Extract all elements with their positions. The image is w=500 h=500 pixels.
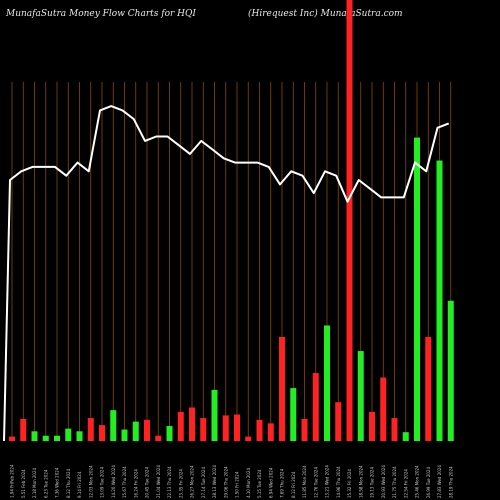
- money-flow-bar: [166, 426, 173, 441]
- x-tick-label: 12.76 Tue 2024: [313, 467, 318, 498]
- money-flow-bar: [414, 137, 420, 442]
- x-tick-label: 19.13 Tue 2024: [370, 467, 375, 498]
- x-tick-label: 26.99 Tue 2024: [426, 467, 431, 498]
- x-tick-label: 15.32 Fri 2024: [347, 469, 352, 498]
- money-flow-bar: [436, 160, 443, 442]
- x-tick-label: 21.75 Thu 2024: [392, 466, 397, 498]
- money-flow-bar: [99, 425, 105, 441]
- x-tick-label: 26.27 Mon 2024: [190, 465, 195, 498]
- money-flow-bar: [279, 336, 285, 441]
- money-flow-bar: [76, 431, 83, 441]
- x-tick-label: 14.20 Wed 2024: [111, 465, 116, 498]
- x-tick-label: 8.12 Fri 2024: [291, 471, 296, 498]
- x-tick-label: 12.03 Mon 2024: [88, 465, 93, 498]
- x-tick-label: 21.04 Wed 2024: [156, 465, 161, 498]
- money-flow-bar: [200, 418, 207, 441]
- money-flow-bar: [121, 429, 128, 441]
- x-tick-label: 8.12 Thu 2024: [66, 468, 71, 498]
- x-tick-label: 27.14 Tue 2024: [201, 467, 206, 498]
- money-flow-bar: [301, 418, 308, 441]
- x-tick-label: 5.51 Feb 2024: [21, 469, 26, 498]
- money-flow-bar: [346, 0, 353, 441]
- x-tick-label: 28.13 Wed 2024: [212, 465, 217, 498]
- x-tick-label: 15.67 Thu 2024: [122, 466, 127, 498]
- money-flow-bar: [290, 388, 297, 441]
- x-tick-label: 9.14 Fri 2024: [77, 471, 82, 498]
- money-flow-bar: [144, 419, 150, 441]
- money-flow-line-group: [3, 105, 450, 442]
- money-flow-line: [3, 105, 450, 442]
- x-tick-label: 20.45 Tue 2024: [145, 467, 150, 498]
- money-flow-bar: [234, 414, 240, 441]
- money-flow-bar: [447, 300, 454, 441]
- money-flow-bar: [87, 418, 94, 441]
- money-flow-bar: [65, 428, 72, 441]
- money-flow-bar: [267, 423, 274, 441]
- x-tick-label: 1.50 Fri 2024: [235, 471, 240, 498]
- money-flow-bar: [155, 435, 162, 441]
- money-flow-bar: [245, 436, 252, 441]
- x-tick-label: 7.36 Wed 2024: [55, 467, 60, 498]
- money-flow-bar: [132, 421, 139, 441]
- money-flow-bar: [110, 410, 117, 441]
- money-flow-bar: [20, 418, 27, 441]
- x-tick-label: 5.15 Tue 2024: [257, 469, 262, 498]
- money-flow-bar: [256, 419, 263, 441]
- x-tick-label: 22.13 Thu 2024: [167, 466, 172, 498]
- money-flow-bar: [324, 325, 330, 441]
- chart-header-right: (Hirequest Inc) MunafaSutra.com: [248, 8, 403, 19]
- money-flow-bar: [211, 389, 218, 441]
- x-tick-label: 25.46 Mon 2024: [415, 465, 420, 498]
- money-flow-bar: [189, 407, 195, 441]
- chart-header-left: MunafaSutra Money Flow Charts for HQI: [5, 9, 196, 19]
- money-flow-bar: [402, 432, 409, 441]
- money-flow-bar: [9, 436, 15, 441]
- x-tick-label: 28.19 Thu 2024: [448, 466, 453, 498]
- money-flow-bar: [425, 336, 432, 441]
- x-tick-label: 2.18 Mon 2024: [32, 467, 37, 498]
- money-flow-bar: [369, 411, 375, 441]
- bars: [9, 0, 454, 442]
- money-flow-bar: [222, 415, 229, 441]
- x-tick-label: 6.23 Tue 2024: [43, 469, 48, 498]
- money-flow-bar: [357, 351, 364, 441]
- x-tick-label: 23.35 Fri 2024: [178, 469, 183, 498]
- x-tick-label: 6.94 Wed 2024: [268, 467, 273, 498]
- money-flow-bar: [42, 435, 49, 441]
- x-tick-label: 22.54 Fri 2024: [403, 469, 408, 498]
- x-tick-label: 20.93 Wed 2024: [381, 465, 386, 498]
- x-tick-label: 1.94 FriFeb 2024: [10, 464, 15, 498]
- money-flow-bar: [391, 418, 398, 441]
- x-tick-label: 7.69 Thu 2024: [280, 468, 285, 498]
- money-flow-bar: [31, 431, 38, 441]
- money-flow-bar: [177, 411, 184, 441]
- x-tick-label: 11.85 Mon 2024: [302, 465, 307, 498]
- x-tick-label: 29.06 Thu 2024: [223, 466, 228, 498]
- money-flow-bar: [54, 435, 60, 441]
- x-tick-label: 13.21 Wed 2024: [325, 465, 330, 498]
- x-tick-labels: 1.94 FriFeb 2024 5.51 Feb 2024 2.18 Mon 20…: [10, 464, 454, 498]
- money-flow-bar: [380, 377, 387, 441]
- money-flow-bar: [312, 373, 319, 441]
- x-tick-label: 27.83 Wed 2024: [437, 465, 442, 498]
- x-tick-label: 16.24 Fri 2024: [133, 469, 138, 498]
- x-tick-label: 14.96 Thu 2024: [336, 466, 341, 498]
- x-tick-label: 13.09 Tue 2024: [100, 467, 105, 498]
- x-tick-label: 18.58 Mon 2024: [358, 465, 363, 498]
- money-flow-bar: [335, 402, 342, 441]
- x-tick-label: 4.10 Mon 2024: [246, 467, 251, 498]
